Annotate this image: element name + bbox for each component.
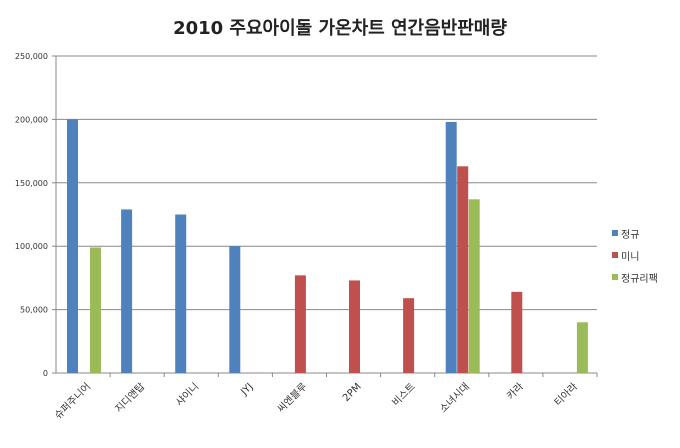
legend-item: 정규리팩 (612, 266, 658, 288)
bar-정규리팩 (468, 199, 480, 373)
legend-swatch (612, 252, 618, 258)
y-tick-label: 0 (43, 369, 48, 378)
legend-swatch (612, 230, 618, 236)
y-tick-label: 250,000 (15, 52, 48, 61)
x-tick-label: 슈퍼주니어 (52, 381, 93, 422)
bar-정규 (445, 121, 457, 373)
x-tick-label: 샤이니 (173, 381, 201, 409)
legend-item: 정규 (612, 222, 658, 244)
bar-미니 (349, 280, 360, 373)
x-tick-label: 카라 (504, 381, 526, 403)
chart-title: 2010 주요아이돌 가온차트 연간음반판매량 (173, 18, 507, 39)
bar-미니 (511, 291, 523, 373)
x-tick-label: JYJ (238, 381, 255, 398)
x-tick-label: 씨엔블루 (275, 381, 310, 416)
legend-label: 미니 (621, 251, 640, 263)
bar-정규리팩 (576, 322, 588, 373)
bar-정규리팩 (90, 247, 101, 373)
y-tick-label: 50,000 (20, 306, 48, 315)
legend-swatch (612, 274, 618, 280)
x-tick-label: 비스트 (390, 381, 418, 409)
bar-정규 (121, 209, 133, 373)
legend-label: 정규 (621, 229, 640, 241)
bar-미니 (457, 166, 469, 373)
legend-item: 미니 (612, 244, 658, 266)
bar-미니 (403, 298, 415, 373)
y-tick-label: 100,000 (15, 242, 48, 251)
x-tick-label: 티아라 (552, 381, 580, 409)
bar-정규 (229, 246, 241, 373)
y-tick-label: 150,000 (15, 179, 48, 188)
bar-정규 (67, 119, 78, 374)
bar-정규 (175, 214, 187, 373)
legend-label: 정규리팩 (621, 273, 658, 285)
x-tick-label: 2PM (341, 381, 364, 404)
x-tick-label: 지디앤탑 (113, 381, 148, 416)
x-tick-label: 소녀시대 (437, 381, 472, 416)
bar-미니 (294, 275, 306, 373)
y-tick-label: 200,000 (15, 115, 48, 124)
